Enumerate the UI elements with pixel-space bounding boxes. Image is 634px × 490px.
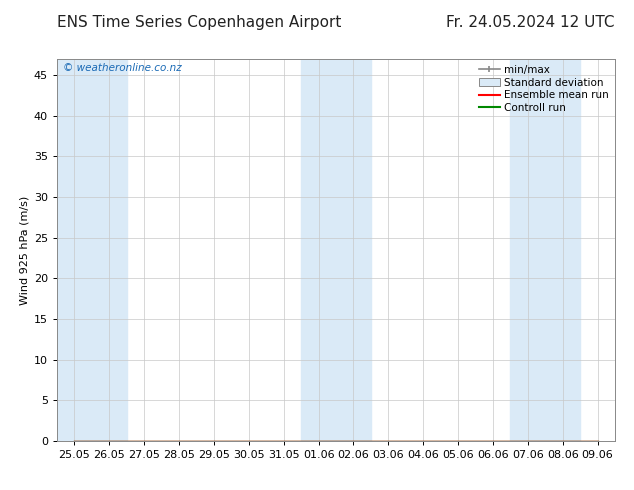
Y-axis label: Wind 925 hPa (m/s): Wind 925 hPa (m/s) (20, 196, 30, 304)
Legend: min/max, Standard deviation, Ensemble mean run, Controll run: min/max, Standard deviation, Ensemble me… (475, 61, 613, 117)
Text: © weatheronline.co.nz: © weatheronline.co.nz (63, 63, 181, 73)
Text: ENS Time Series Copenhagen Airport: ENS Time Series Copenhagen Airport (57, 15, 342, 30)
Text: Fr. 24.05.2024 12 UTC: Fr. 24.05.2024 12 UTC (446, 15, 615, 30)
Bar (545, 59, 580, 441)
Bar (301, 59, 336, 441)
Bar (92, 59, 127, 441)
Bar (336, 59, 371, 441)
Bar (57, 59, 92, 441)
Bar (510, 59, 545, 441)
